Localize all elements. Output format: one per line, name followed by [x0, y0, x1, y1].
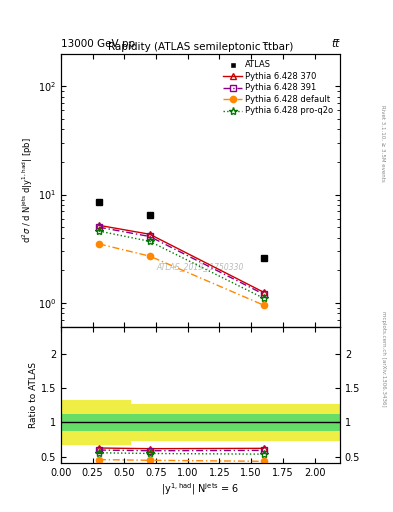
Line: Pythia 6.428 pro-q2o: Pythia 6.428 pro-q2o — [95, 227, 268, 303]
Line: Pythia 6.428 391: Pythia 6.428 391 — [96, 224, 267, 297]
Title: Rapidity (ATLAS semileptonic t̅tbar): Rapidity (ATLAS semileptonic t̅tbar) — [108, 41, 293, 52]
Pythia 6.428 370 — [97, 222, 101, 228]
ATLAS — [147, 212, 152, 218]
Pythia 6.428 pro-q2o — [261, 295, 266, 302]
ATLAS — [97, 199, 101, 205]
Pythia 6.428 391 — [147, 233, 152, 240]
Pythia 6.428 pro-q2o — [147, 238, 152, 244]
Text: 13000 GeV pp: 13000 GeV pp — [61, 38, 135, 49]
Text: mcplots.cern.ch [arXiv:1306.3436]: mcplots.cern.ch [arXiv:1306.3436] — [381, 311, 386, 406]
X-axis label: |y$^\mathregular{1,had}$| N$^\mathregular{jets}$ = 6: |y$^\mathregular{1,had}$| N$^\mathregula… — [161, 481, 240, 497]
Pythia 6.428 pro-q2o — [97, 228, 101, 234]
Pythia 6.428 391 — [261, 291, 266, 297]
Line: Pythia 6.428 370: Pythia 6.428 370 — [96, 222, 267, 295]
Pythia 6.428 370 — [147, 231, 152, 238]
Text: Rivet 3.1.10, ≥ 3.5M events: Rivet 3.1.10, ≥ 3.5M events — [381, 105, 386, 182]
Pythia 6.428 370 — [261, 289, 266, 295]
Y-axis label: d$^2\sigma$ / d N$^\mathregular{jets}$ d|y$^\mathregular{1,had}$| [pb]: d$^2\sigma$ / d N$^\mathregular{jets}$ d… — [20, 137, 35, 243]
Legend: ATLAS, Pythia 6.428 370, Pythia 6.428 391, Pythia 6.428 default, Pythia 6.428 pr: ATLAS, Pythia 6.428 370, Pythia 6.428 39… — [221, 58, 336, 118]
Pythia 6.428 default — [261, 302, 266, 308]
Pythia 6.428 default — [147, 253, 152, 259]
ATLAS — [261, 255, 266, 261]
Text: ATLAS_2019_I1750330: ATLAS_2019_I1750330 — [157, 262, 244, 271]
Line: Pythia 6.428 default: Pythia 6.428 default — [96, 241, 267, 308]
Y-axis label: Ratio to ATLAS: Ratio to ATLAS — [29, 362, 38, 428]
Line: ATLAS: ATLAS — [95, 199, 267, 261]
Pythia 6.428 default — [97, 241, 101, 247]
Pythia 6.428 391 — [97, 224, 101, 230]
Text: tt̅: tt̅ — [332, 38, 340, 49]
